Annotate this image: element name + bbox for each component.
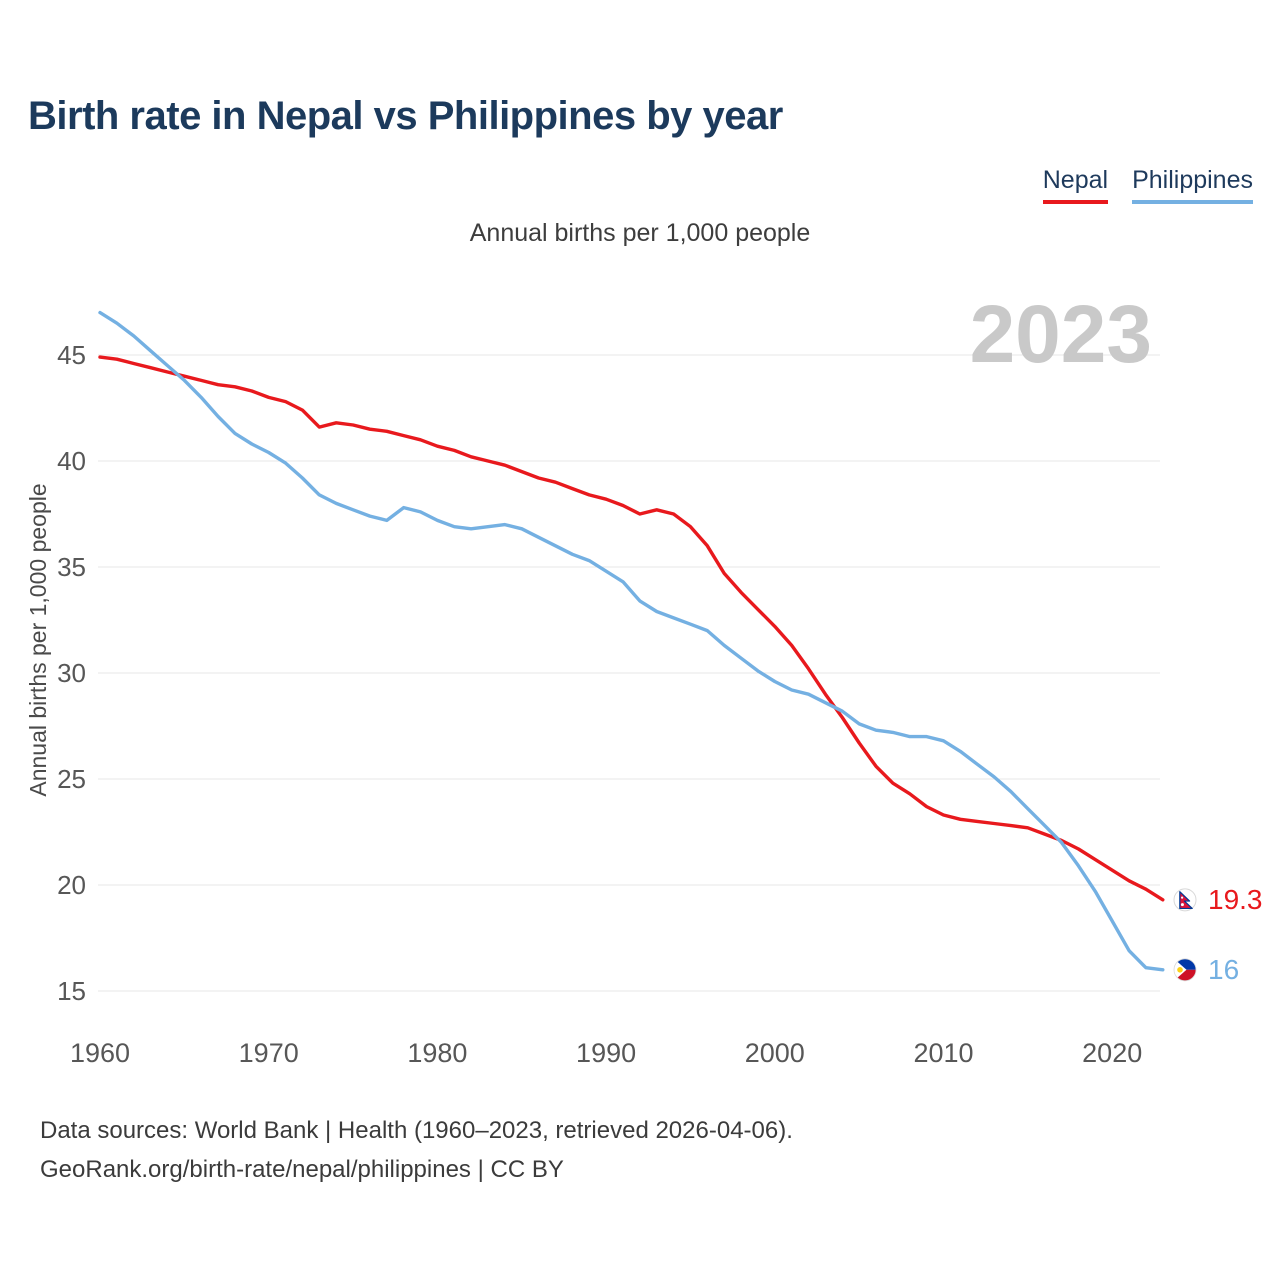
y-tick-label: 20	[57, 870, 86, 900]
y-tick-label: 15	[57, 976, 86, 1006]
y-tick-label: 40	[57, 446, 86, 476]
series-line-philippines	[98, 310, 1165, 972]
chart-title: Birth rate in Nepal vs Philippines by ye…	[28, 94, 783, 138]
x-tick-label: 1980	[407, 1038, 467, 1068]
nepal-flag-icon	[1173, 888, 1197, 912]
series-line-nepal	[98, 355, 1165, 902]
end-value-philippines: 16	[1208, 954, 1239, 985]
y-tick-label: 30	[57, 658, 86, 688]
y-tick-label: 35	[57, 552, 86, 582]
y-tick-label: 25	[57, 764, 86, 794]
end-value-nepal: 19.3	[1208, 884, 1263, 915]
x-tick-label: 1960	[70, 1038, 130, 1068]
data-sources-text: Data sources: World Bank | Health (1960–…	[40, 1117, 793, 1144]
chart-subtitle: Annual births per 1,000 people	[469, 219, 811, 247]
legend: Nepal Philippines	[1042, 166, 1253, 204]
legend-item-philippines[interactable]: Philippines	[1132, 166, 1253, 204]
y-axis-title: Annual births per 1,000 people	[25, 483, 51, 796]
x-tick-label: 2020	[1082, 1038, 1142, 1068]
footer: Data sources: World Bank | Health (1960–…	[40, 1111, 793, 1189]
y-tick-label: 45	[57, 340, 86, 370]
year-watermark: 2023	[970, 289, 1152, 380]
legend-item-nepal[interactable]: Nepal	[1042, 166, 1109, 204]
x-tick-label: 2000	[745, 1038, 805, 1068]
x-tick-label: 1990	[576, 1038, 636, 1068]
x-tick-label: 1970	[239, 1038, 299, 1068]
philippines-flag-icon	[1173, 958, 1197, 982]
x-tick-label: 2010	[913, 1038, 973, 1068]
attribution-text: GeoRank.org/birth-rate/nepal/philippines…	[40, 1156, 564, 1183]
